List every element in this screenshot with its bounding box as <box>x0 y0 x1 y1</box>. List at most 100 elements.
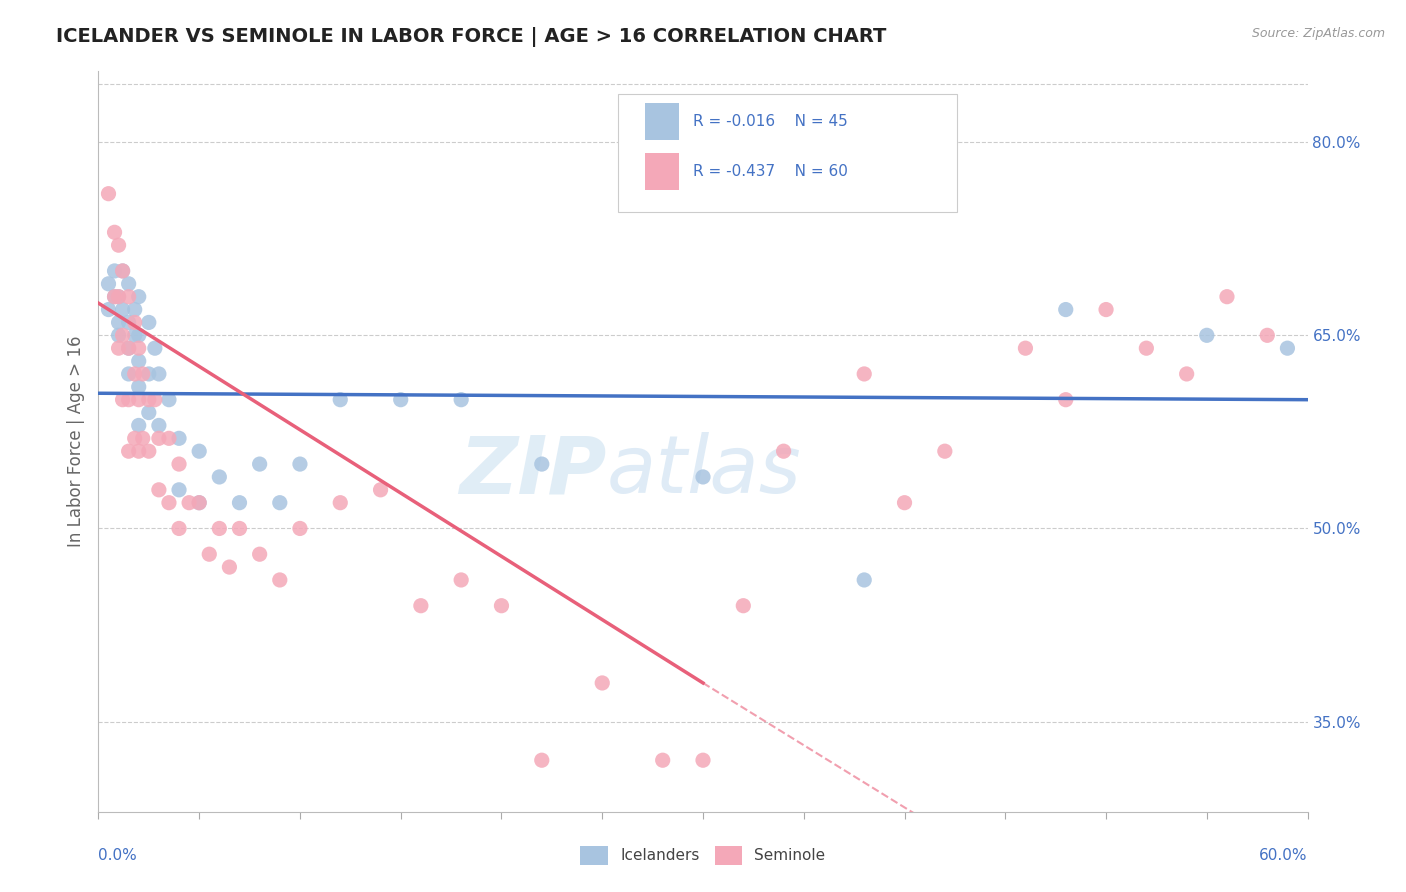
Point <box>128 392 150 407</box>
Point <box>148 431 170 445</box>
Text: R = -0.016    N = 45: R = -0.016 N = 45 <box>693 114 848 129</box>
Point <box>124 302 146 317</box>
FancyBboxPatch shape <box>619 94 957 212</box>
Point <box>409 599 432 613</box>
Point <box>103 290 125 304</box>
Point <box>103 290 125 304</box>
Point <box>167 483 190 497</box>
Point <box>329 496 352 510</box>
Point <box>132 367 155 381</box>
Bar <box>645 153 679 190</box>
Text: atlas: atlas <box>606 432 801 510</box>
Point <box>167 521 190 535</box>
Point <box>128 341 150 355</box>
Point <box>118 367 141 381</box>
Point <box>124 315 146 329</box>
Point <box>179 496 201 510</box>
Point <box>148 367 170 381</box>
Point <box>118 444 141 458</box>
Text: ICELANDER VS SEMINOLE IN LABOR FORCE | AGE > 16 CORRELATION CHART: ICELANDER VS SEMINOLE IN LABOR FORCE | A… <box>56 27 887 46</box>
Point <box>651 753 673 767</box>
Point <box>138 392 160 407</box>
Point <box>124 328 146 343</box>
Point <box>118 315 141 329</box>
Point <box>1216 290 1239 304</box>
Point <box>450 573 472 587</box>
Point <box>893 496 915 510</box>
Point <box>138 367 160 381</box>
Point <box>269 496 291 510</box>
Point <box>97 277 120 291</box>
Text: 0.0%: 0.0% <box>98 847 138 863</box>
Point <box>118 341 141 355</box>
Point <box>148 418 170 433</box>
Bar <box>645 103 679 140</box>
Point <box>157 392 180 407</box>
Point <box>143 392 166 407</box>
Text: 60.0%: 60.0% <box>1260 847 1308 863</box>
Point <box>107 315 129 329</box>
Point <box>143 341 166 355</box>
Point <box>1054 302 1077 317</box>
Point <box>853 573 876 587</box>
Point <box>107 341 129 355</box>
Point <box>1256 328 1278 343</box>
Text: R = -0.437    N = 60: R = -0.437 N = 60 <box>693 164 848 179</box>
Point <box>107 290 129 304</box>
Point <box>208 521 231 535</box>
Point <box>97 302 120 317</box>
Point <box>853 367 876 381</box>
Point <box>148 483 170 497</box>
Point <box>111 328 134 343</box>
Point <box>288 457 311 471</box>
Point <box>249 457 271 471</box>
Point <box>128 290 150 304</box>
Point <box>111 392 134 407</box>
Point <box>128 380 150 394</box>
Point <box>692 470 714 484</box>
Point <box>1095 302 1118 317</box>
Point <box>107 328 129 343</box>
Point <box>111 302 134 317</box>
Point <box>772 444 794 458</box>
Point <box>530 753 553 767</box>
Point <box>132 431 155 445</box>
Y-axis label: In Labor Force | Age > 16: In Labor Force | Age > 16 <box>66 335 84 548</box>
Point <box>167 457 190 471</box>
Point <box>118 277 141 291</box>
Point <box>138 406 160 420</box>
Point <box>111 264 134 278</box>
Point <box>1195 328 1218 343</box>
Point <box>1175 367 1198 381</box>
Point <box>107 290 129 304</box>
Point <box>128 354 150 368</box>
Point <box>188 496 211 510</box>
Point <box>111 264 134 278</box>
Point <box>107 238 129 252</box>
Point <box>1014 341 1036 355</box>
Point <box>733 599 755 613</box>
Point <box>167 431 190 445</box>
Point <box>218 560 240 574</box>
Point <box>124 367 146 381</box>
Text: Source: ZipAtlas.com: Source: ZipAtlas.com <box>1251 27 1385 40</box>
Point <box>118 392 141 407</box>
Point <box>128 328 150 343</box>
Point <box>228 521 250 535</box>
Point <box>118 341 141 355</box>
Point <box>188 496 211 510</box>
Point <box>1277 341 1299 355</box>
Point <box>103 264 125 278</box>
Point <box>103 225 125 239</box>
Point <box>124 431 146 445</box>
Point <box>692 753 714 767</box>
Text: ZIP: ZIP <box>458 432 606 510</box>
Point <box>157 496 180 510</box>
Point <box>208 470 231 484</box>
Point <box>128 444 150 458</box>
Point <box>128 418 150 433</box>
Point <box>138 444 160 458</box>
Point <box>228 496 250 510</box>
Point <box>188 444 211 458</box>
Point <box>1135 341 1157 355</box>
